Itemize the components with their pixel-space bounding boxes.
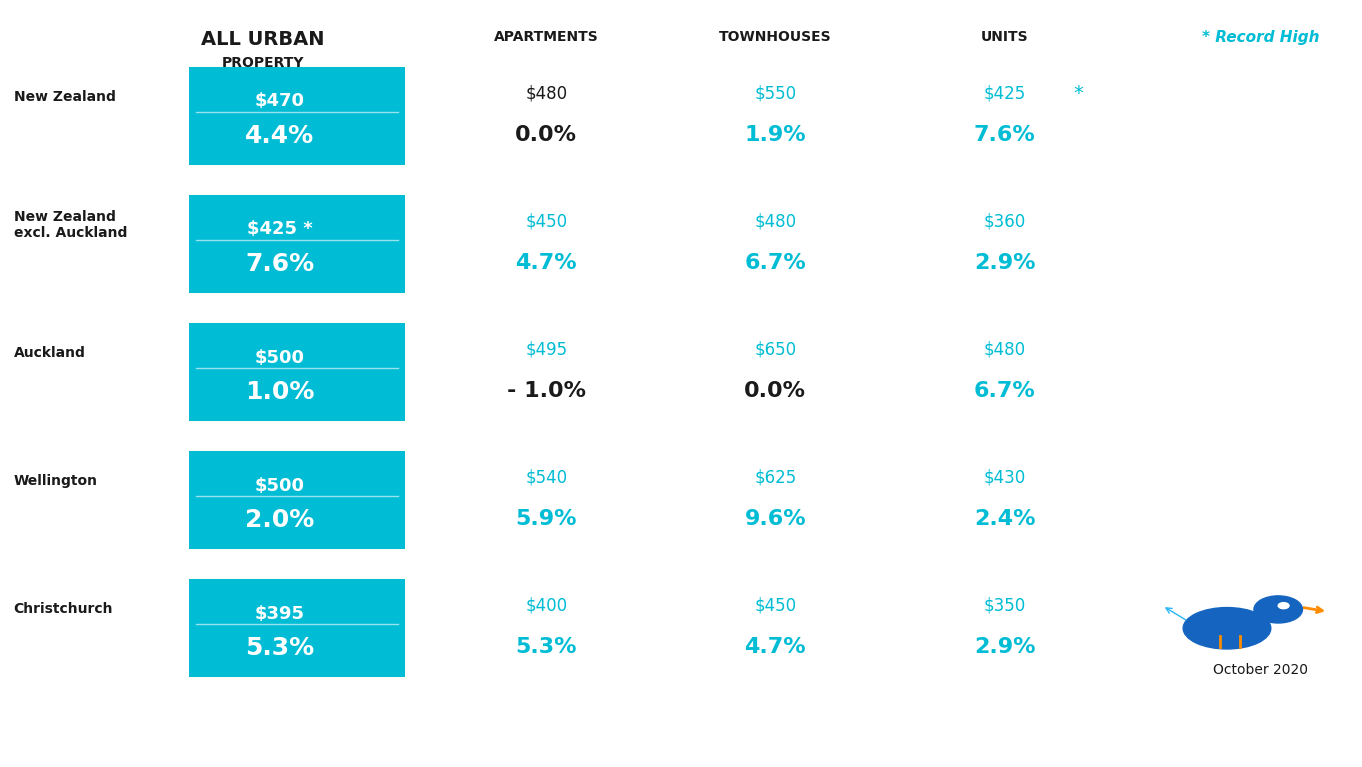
Text: October 2020: October 2020: [1214, 663, 1308, 676]
Text: New Zealand: New Zealand: [14, 91, 116, 104]
FancyBboxPatch shape: [189, 196, 405, 293]
Text: *: *: [1073, 84, 1084, 103]
FancyArrowPatch shape: [1166, 608, 1190, 623]
Circle shape: [1254, 596, 1302, 623]
Text: TOWNHOUSES: TOWNHOUSES: [719, 30, 832, 44]
Text: PROPERTY: PROPERTY: [222, 56, 304, 70]
Text: 2.9%: 2.9%: [974, 637, 1035, 657]
Text: 5.9%: 5.9%: [515, 509, 577, 529]
Text: $500: $500: [255, 348, 305, 367]
Text: 7.6%: 7.6%: [245, 252, 315, 276]
Text: 4.7%: 4.7%: [745, 637, 806, 657]
Text: $625: $625: [755, 469, 797, 486]
Text: 0.0%: 0.0%: [515, 125, 577, 145]
Circle shape: [1278, 603, 1288, 609]
Text: 6.7%: 6.7%: [745, 253, 806, 273]
Text: $425 *: $425 *: [247, 220, 312, 239]
Text: 2.9%: 2.9%: [974, 253, 1035, 273]
Text: $430: $430: [983, 469, 1026, 486]
Text: 2.0%: 2.0%: [245, 508, 315, 532]
Text: 5.3%: 5.3%: [515, 637, 577, 657]
Text: 4.7%: 4.7%: [515, 253, 577, 273]
Text: 0.0%: 0.0%: [745, 381, 806, 401]
Text: 4.4%: 4.4%: [245, 123, 315, 148]
FancyBboxPatch shape: [189, 67, 405, 165]
Text: Auckland: Auckland: [14, 347, 86, 360]
Text: New Zealand
excl. Auckland: New Zealand excl. Auckland: [14, 210, 127, 240]
Text: $360: $360: [983, 212, 1026, 231]
Text: $480: $480: [983, 341, 1026, 359]
Text: $550: $550: [755, 84, 797, 103]
Text: 5.3%: 5.3%: [245, 636, 315, 660]
Text: Wellington: Wellington: [14, 475, 98, 489]
Text: 6.7%: 6.7%: [974, 381, 1035, 401]
Text: $400: $400: [526, 597, 567, 614]
Text: UNITS: UNITS: [981, 30, 1028, 44]
Text: $480: $480: [526, 84, 567, 103]
Text: $540: $540: [526, 469, 567, 486]
Text: $450: $450: [755, 597, 797, 614]
Text: ALL URBAN: ALL URBAN: [202, 30, 324, 48]
Text: 1.9%: 1.9%: [745, 125, 806, 145]
Text: $650: $650: [755, 341, 797, 359]
Text: $425: $425: [983, 84, 1026, 103]
Text: * Record High: * Record High: [1201, 30, 1320, 44]
Text: $500: $500: [255, 476, 305, 495]
Text: $495: $495: [526, 341, 567, 359]
Text: 2.4%: 2.4%: [974, 509, 1035, 529]
Text: $470: $470: [255, 93, 305, 110]
Text: 7.6%: 7.6%: [974, 125, 1035, 145]
Text: $395: $395: [255, 604, 305, 623]
Ellipse shape: [1184, 607, 1271, 649]
Text: 1.0%: 1.0%: [245, 380, 315, 403]
Text: $350: $350: [983, 597, 1026, 614]
FancyBboxPatch shape: [189, 579, 405, 677]
Text: Christchurch: Christchurch: [14, 602, 113, 617]
FancyBboxPatch shape: [189, 323, 405, 421]
Text: $450: $450: [526, 212, 567, 231]
Text: 9.6%: 9.6%: [745, 509, 806, 529]
Text: APARTMENTS: APARTMENTS: [494, 30, 598, 44]
FancyBboxPatch shape: [189, 451, 405, 549]
Text: - 1.0%: - 1.0%: [507, 381, 586, 401]
Text: $480: $480: [755, 212, 797, 231]
